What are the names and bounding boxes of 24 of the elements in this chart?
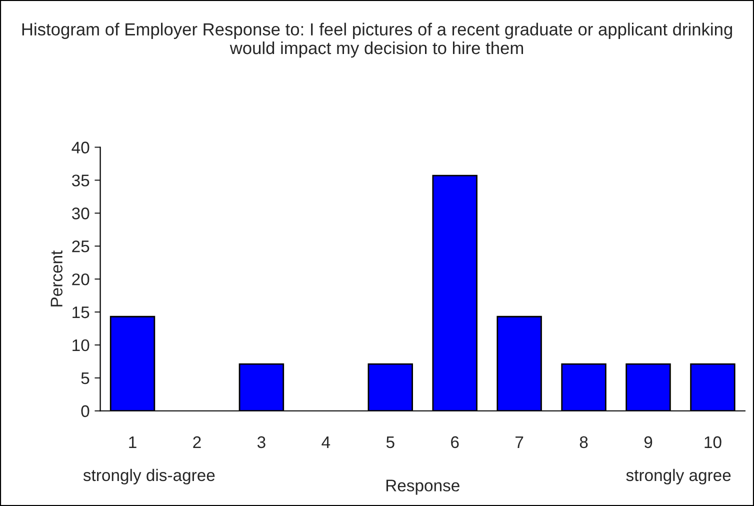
- y-tick-label: 10: [72, 339, 90, 352]
- x-tick-label: 1: [129, 436, 136, 448]
- x-tick-label: 5: [386, 436, 394, 448]
- x-tick-label: 4: [322, 436, 330, 448]
- y-tick-label: 5: [81, 372, 90, 384]
- y-tick-label: 15: [72, 306, 90, 318]
- text: strongly dis-agree: [83, 468, 215, 484]
- y-tick-label: 0: [81, 405, 90, 418]
- x-tick-label: 3: [257, 436, 266, 448]
- x-axis-title: Response: [386, 480, 460, 495]
- y-tick-label: 40: [72, 142, 90, 154]
- x-tick-label: 8: [580, 436, 588, 448]
- text: strongly agree: [626, 468, 731, 484]
- y-axis-title: Percent: [50, 250, 62, 306]
- x-tick-label: 6: [451, 436, 459, 448]
- x-tick-label: 9: [644, 436, 652, 448]
- y-tick-label: 35: [72, 174, 90, 186]
- x-tick-label: 7: [516, 436, 524, 448]
- y-tick-label: 30: [72, 208, 90, 220]
- x-tick-label: 10: [704, 436, 722, 448]
- chart-title: Histogram of Employer Response to: I feel pictures of a recent graduate or applicant drinking would impact my decision to hire them: [22, 22, 732, 58]
- y-tick-label: 25: [72, 240, 90, 252]
- y-tick-label: 20: [72, 273, 90, 286]
- x-tick-label: 2: [193, 436, 201, 448]
